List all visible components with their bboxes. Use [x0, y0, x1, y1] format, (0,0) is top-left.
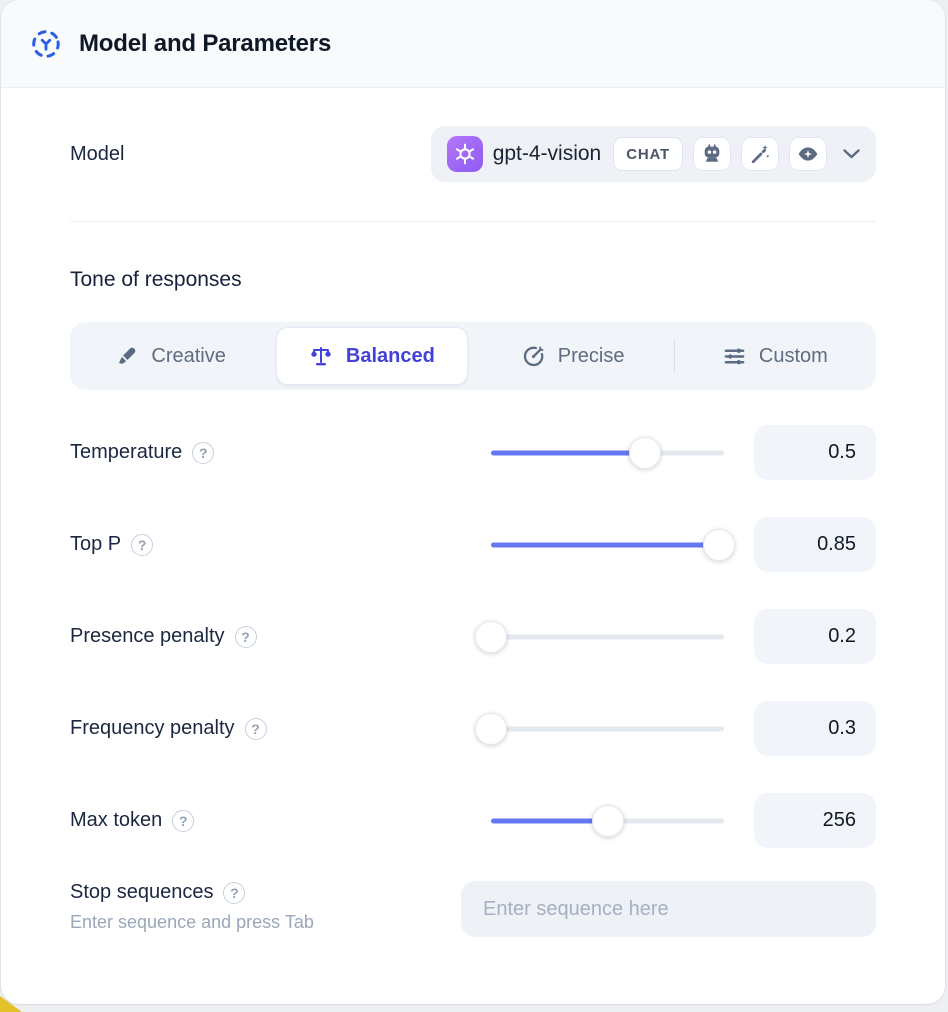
- slider-thumb[interactable]: [591, 804, 624, 837]
- frequency-penalty-value[interactable]: 0.3: [754, 701, 876, 756]
- slider-thumb[interactable]: [475, 620, 507, 653]
- robot-icon: [693, 137, 731, 171]
- balance-scale-icon: [309, 344, 333, 368]
- openai-logo-icon: [446, 136, 483, 172]
- presence-penalty-slider[interactable]: [475, 620, 724, 653]
- panel-header: Model and Parameters: [1, 0, 945, 88]
- target-icon: [522, 345, 545, 368]
- param-row-temperature: Temperature ? 0.5: [70, 425, 876, 480]
- top-p-value[interactable]: 0.85: [754, 517, 876, 572]
- magic-wand-icon: [741, 137, 779, 171]
- sliders-icon: [723, 345, 746, 368]
- tone-heading: Tone of responses: [70, 268, 242, 291]
- model-label: Model: [70, 142, 125, 165]
- tone-option-label: Custom: [758, 344, 828, 367]
- tone-option-precise[interactable]: Precise: [478, 327, 669, 385]
- tone-option-custom[interactable]: Custom: [680, 327, 871, 385]
- param-label: Presence penalty: [70, 625, 225, 647]
- selected-model-name: gpt-4-vision: [492, 142, 602, 165]
- temperature-value[interactable]: 0.5: [754, 425, 876, 480]
- temperature-slider[interactable]: [491, 436, 724, 469]
- stop-sequence-input[interactable]: [461, 881, 876, 937]
- help-icon[interactable]: ?: [244, 717, 267, 740]
- tone-option-label: Balanced: [345, 344, 435, 367]
- help-icon[interactable]: ?: [223, 881, 246, 904]
- slider-thumb[interactable]: [475, 712, 507, 745]
- param-row-frequency-penalty: Frequency penalty ? 0.3: [70, 701, 876, 756]
- paintbrush-icon: [115, 345, 138, 368]
- stop-sequences-row: Stop sequences ? Enter sequence and pres…: [70, 881, 876, 937]
- param-label: Temperature: [70, 441, 183, 463]
- page-title: Model and Parameters: [79, 29, 332, 57]
- help-icon[interactable]: ?: [234, 625, 257, 648]
- tone-option-label: Precise: [557, 344, 625, 367]
- param-label: Frequency penalty: [70, 717, 235, 739]
- tone-option-creative[interactable]: Creative: [75, 327, 266, 385]
- param-row-presence-penalty: Presence penalty ? 0.2: [70, 609, 876, 664]
- eye-icon: [789, 137, 827, 171]
- model-row: Model gpt-4-vision CHAT: [70, 126, 876, 182]
- section-divider: [70, 221, 876, 222]
- frequency-penalty-slider[interactable]: [475, 712, 724, 745]
- max-token-slider[interactable]: [491, 804, 724, 837]
- param-row-top-p: Top P ? 0.85: [70, 517, 876, 572]
- presence-penalty-value[interactable]: 0.2: [754, 609, 876, 664]
- help-icon[interactable]: ?: [131, 533, 154, 556]
- tone-option-label: Creative: [151, 344, 226, 367]
- slider-thumb[interactable]: [703, 528, 736, 561]
- max-token-value[interactable]: 256: [754, 793, 876, 848]
- stop-sequences-hint: Enter sequence and press Tab: [70, 912, 314, 932]
- stop-sequences-label: Stop sequences: [70, 881, 214, 903]
- tone-option-balanced[interactable]: Balanced: [276, 327, 468, 385]
- model-type-badge: CHAT: [613, 137, 683, 171]
- param-label: Max token: [70, 809, 163, 831]
- model-select[interactable]: gpt-4-vision CHAT: [430, 126, 876, 182]
- chevron-down-icon: [843, 149, 860, 159]
- help-icon[interactable]: ?: [192, 441, 215, 464]
- slider-thumb[interactable]: [628, 436, 661, 469]
- top-p-slider[interactable]: [491, 528, 736, 561]
- param-row-max-token: Max token ? 256: [70, 793, 876, 848]
- model-hub-icon: [29, 27, 63, 61]
- tone-segmented-control: Creative Balanced: [70, 322, 876, 390]
- param-label: Top P: [70, 533, 122, 555]
- help-icon[interactable]: ?: [172, 809, 195, 832]
- segment-divider: [673, 339, 675, 373]
